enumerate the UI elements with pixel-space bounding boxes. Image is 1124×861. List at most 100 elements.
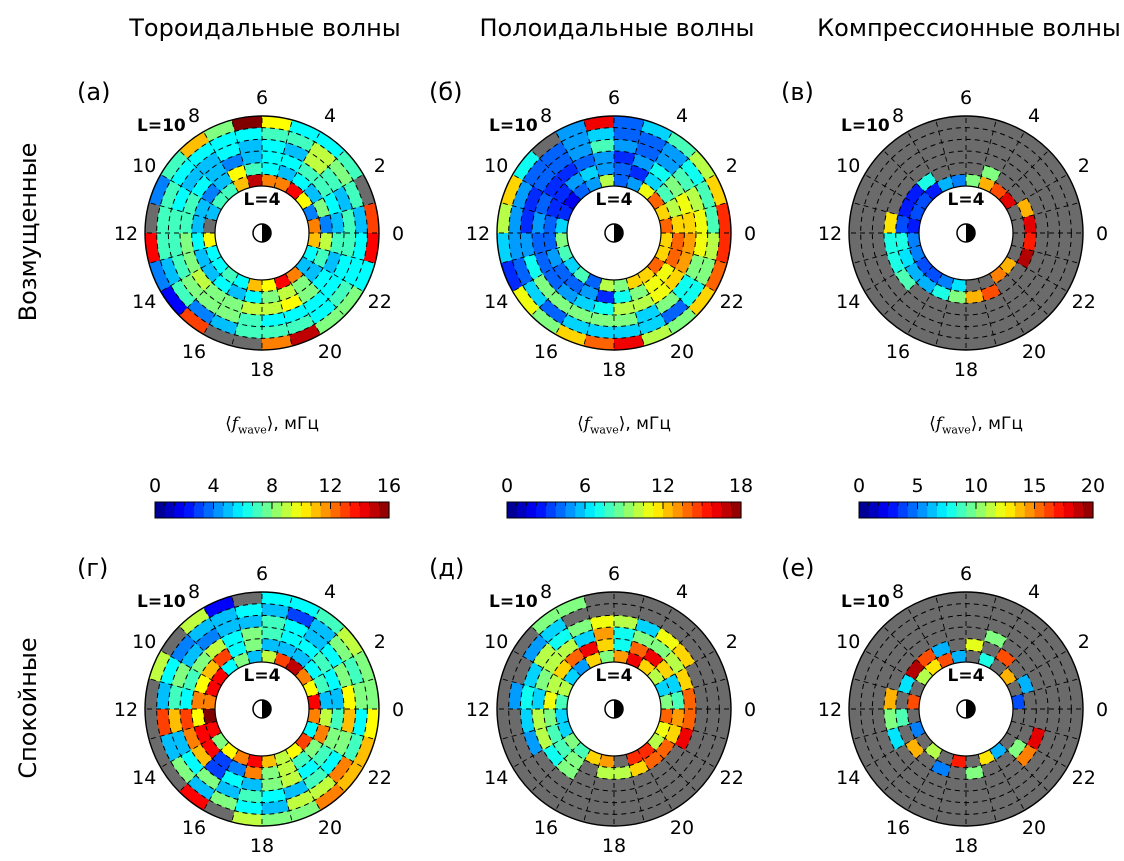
mlt-grid-line (178, 625, 230, 677)
heatmap-cell (203, 233, 217, 249)
mlt-grid-line (864, 732, 926, 768)
mlt-grid-line (160, 256, 222, 292)
colorbar-segment (1015, 502, 1026, 518)
heatmap-cell (180, 211, 195, 233)
mlt-grid-line (555, 607, 591, 669)
heatmap-cell (894, 268, 917, 291)
heatmap-cell (512, 150, 540, 181)
colorbar-segment (184, 502, 195, 518)
heatmap-cell (285, 182, 304, 200)
mlt-tick-label: 16 (886, 817, 910, 839)
heatmap-cell (240, 300, 262, 315)
heatmap-cell (343, 180, 364, 209)
heatmap-cell (674, 251, 694, 274)
heatmap-cell (981, 165, 1002, 183)
heatmap-cell (647, 191, 665, 210)
heatmap-cell (295, 732, 313, 751)
heatmap-cell (220, 182, 239, 200)
heatmap-cell (262, 765, 281, 780)
mlt-grid-line (659, 244, 728, 264)
heatmap-cell (1022, 214, 1037, 233)
heatmap-cell (915, 256, 933, 275)
mlt-grid-line (1006, 174, 1068, 210)
heatmap-cell (215, 618, 241, 638)
mlt-tick-label: 12 (114, 699, 138, 721)
heatmap-cell (318, 709, 333, 728)
colorbar: 0 6 12 18 (501, 475, 753, 519)
heatmap-cell (886, 727, 906, 750)
heatmap-cell (262, 591, 293, 608)
heatmap-cell (659, 233, 673, 249)
heatmap-cell (237, 788, 262, 803)
mlt-tick-label: 16 (886, 341, 910, 363)
colorbar-segment (995, 502, 1006, 518)
mlt-grid-line (294, 265, 346, 317)
mlt-grid-line (625, 595, 645, 664)
heatmap-cell (262, 788, 287, 803)
heatmap-cell (655, 262, 675, 283)
heatmap-cell (274, 652, 292, 669)
heatmap-cell (277, 759, 298, 777)
mlt-grid-line (512, 256, 574, 292)
heatmap-cell (884, 233, 899, 255)
mlt-tick-label: 2 (1078, 631, 1090, 653)
heatmap-cell (221, 153, 244, 173)
heatmap-cell (643, 750, 664, 770)
colorbar-tick-label: 20 (1081, 475, 1105, 497)
heatmap-cell (520, 233, 535, 258)
mlt-grid-line (998, 149, 1050, 201)
heatmap-cell (148, 650, 171, 682)
mlt-grid-line (302, 174, 364, 210)
heatmap-cell (508, 205, 524, 233)
mlt-grid-line (852, 202, 921, 222)
mlt-grid-line (285, 131, 321, 193)
heatmap-cell (556, 637, 579, 660)
mlt-grid-line (1006, 650, 1068, 686)
colorbar-segment (369, 502, 380, 518)
heatmap-cell (534, 251, 554, 274)
colorbar-segment (1034, 502, 1045, 518)
heatmap-cell (195, 627, 221, 652)
heatmap-cell (243, 765, 262, 780)
mlt-tick-label: 0 (392, 223, 404, 245)
heatmap-cell (637, 266, 656, 284)
colorbar-segment (546, 502, 557, 518)
heatmap-cell (182, 192, 202, 215)
mlt-grid-line (583, 278, 603, 347)
mlt-grid-line (555, 273, 591, 335)
heatmap-cell (671, 642, 696, 668)
heatmap-cell (285, 658, 304, 676)
l-outer-label: L=10 (137, 592, 186, 612)
outer-circle (848, 591, 1084, 827)
heatmap-cell (924, 182, 943, 200)
colorbar-segment (731, 502, 742, 518)
mlt-tick-label: 6 (960, 563, 972, 585)
heatmap-cell (187, 775, 216, 801)
heatmap-cell (203, 709, 217, 725)
heatmap-cell (168, 233, 183, 258)
heatmap-cell (314, 607, 345, 635)
colorbar-segment (976, 502, 987, 518)
heatmap-cell (170, 634, 196, 663)
heatmap-cell (171, 186, 191, 212)
heatmap-cell (195, 151, 221, 176)
outer-circle (144, 591, 380, 827)
colorbar-segment (946, 502, 958, 518)
heatmap-cell (168, 208, 183, 233)
heatmap-cell (262, 312, 287, 327)
heatmap-cell (203, 595, 235, 618)
mlt-grid-line (977, 278, 997, 347)
mlt-grid-line (935, 119, 955, 188)
mlt-tick-label: 10 (132, 155, 156, 177)
heatmap-cell (563, 732, 581, 751)
outer-circle (144, 115, 380, 351)
heatmap-cell (336, 626, 364, 657)
heatmap-cell (589, 312, 614, 327)
l-inner-label: L=4 (948, 666, 985, 686)
heatmap-cell (363, 233, 379, 264)
heatmap-cell (543, 233, 558, 252)
heatmap-cell (209, 131, 238, 152)
mlt-grid-line (285, 607, 321, 669)
heatmap-cell (341, 684, 356, 709)
l-outer-label: L=10 (841, 592, 890, 612)
